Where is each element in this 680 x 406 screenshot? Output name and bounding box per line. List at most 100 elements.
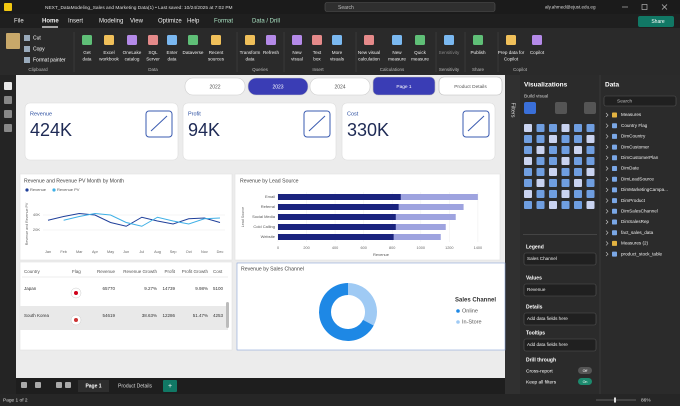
ribbon-icon[interactable] (312, 35, 322, 45)
table-name[interactable]: DimProduct (621, 198, 646, 203)
ribbon-button[interactable]: New (292, 50, 302, 55)
visual-type-icon[interactable] (524, 124, 532, 132)
nav-button[interactable] (438, 76, 503, 96)
year-slicer[interactable] (184, 77, 246, 96)
ribbon-button[interactable]: Text (313, 50, 322, 55)
visual-type-icon[interactable] (536, 190, 545, 198)
table-name[interactable]: DimSalesRep (621, 219, 650, 224)
view-icon[interactable] (4, 82, 12, 90)
year-slicer[interactable] (247, 77, 309, 96)
visual-type-icon[interactable] (536, 124, 545, 132)
ribbon-button[interactable]: Prep data for (498, 50, 525, 55)
visual-type-icon[interactable] (536, 168, 545, 176)
nav-button[interactable] (372, 76, 436, 96)
well-field[interactable] (523, 312, 597, 326)
visual-type-icon[interactable] (536, 201, 545, 209)
visual-type-icon[interactable] (561, 201, 570, 209)
ribbon-button[interactable]: measure (388, 57, 406, 62)
ribbon-icon[interactable] (82, 35, 92, 45)
visual-type-icon[interactable] (586, 124, 595, 132)
ribbon-button[interactable]: visual (291, 57, 303, 62)
table-name[interactable]: DimCustomerPlan (621, 155, 659, 160)
ribbon-button[interactable]: sources (208, 57, 225, 62)
view-icon[interactable] (4, 110, 12, 118)
menu-tab[interactable]: Insert (68, 19, 83, 25)
ribbon-button[interactable]: SQL (148, 50, 158, 55)
menu-tab[interactable]: Format (214, 19, 233, 25)
ribbon-button[interactable]: Copilot (530, 50, 545, 55)
visual-type-icon[interactable] (536, 135, 545, 143)
slicer-label[interactable]: 2024 (334, 84, 345, 90)
add-page-button[interactable] (163, 380, 177, 392)
ribbon-button[interactable]: data (246, 57, 255, 62)
visual-type-icon[interactable] (586, 190, 595, 198)
ribbon-button[interactable]: Copilot (504, 57, 519, 62)
ribbon-button[interactable]: Copy (33, 46, 45, 52)
ribbon-button[interactable]: Refresh (263, 50, 280, 55)
table-name[interactable]: Measures (621, 112, 642, 117)
table-name[interactable]: DimLeadSource (621, 176, 654, 181)
share-label[interactable]: Share (651, 19, 665, 25)
ribbon-icon[interactable] (506, 35, 516, 45)
visual-type-icon[interactable] (586, 157, 595, 165)
search-box[interactable] (603, 95, 677, 107)
menu-tab[interactable]: Optimize (158, 19, 182, 25)
add-page-label[interactable]: + (168, 383, 172, 390)
nav-label[interactable]: Product Details (454, 84, 487, 90)
ribbon-button[interactable]: New (392, 50, 402, 55)
ribbon-button[interactable]: OneLake (123, 50, 142, 55)
search-box[interactable] (324, 2, 496, 12)
visual-type-icon[interactable] (574, 157, 582, 165)
visual-type-icon[interactable] (586, 135, 595, 143)
visual-type-icon[interactable] (574, 201, 582, 209)
ribbon-icon[interactable] (245, 35, 255, 45)
table-name[interactable]: Country Flag (621, 123, 648, 128)
ribbon-icon[interactable] (127, 35, 137, 45)
visual-type-icon[interactable] (524, 146, 532, 154)
visual-type-icon[interactable] (586, 201, 595, 209)
build-mode-icon[interactable] (524, 102, 536, 114)
visual-type-icon[interactable] (524, 157, 532, 165)
visual-type-icon[interactable] (561, 168, 570, 176)
ribbon-button[interactable]: box (313, 57, 321, 62)
visual-type-icon[interactable] (561, 157, 570, 165)
filters-pane-toggle[interactable]: Filters (510, 103, 516, 118)
visual-type-icon[interactable] (549, 157, 557, 165)
visual-type-icon[interactable] (524, 168, 532, 176)
build-mode-icon[interactable] (555, 102, 567, 114)
visual-type-icon[interactable] (549, 168, 557, 176)
visual-type-icon[interactable] (561, 124, 570, 132)
ribbon-button[interactable]: Publish (470, 50, 486, 55)
well-field[interactable] (523, 283, 597, 297)
table-name[interactable]: DimSalesChannel (621, 209, 658, 214)
ribbon-icon[interactable] (415, 35, 425, 45)
visual-type-icon[interactable] (549, 190, 557, 198)
ribbon-button[interactable]: New visual (358, 50, 380, 55)
ribbon-button[interactable]: Cut (33, 35, 41, 41)
ribbon-button[interactable]: Excel (103, 50, 114, 55)
visual-type-icon[interactable] (524, 190, 532, 198)
ribbon-icon[interactable] (292, 35, 302, 45)
visual-type-icon[interactable] (549, 135, 557, 143)
visual-type-icon[interactable] (586, 146, 595, 154)
visual-type-icon[interactable] (561, 179, 570, 187)
visual-type-icon[interactable] (549, 146, 557, 154)
ribbon-icon[interactable] (148, 35, 158, 45)
ribbon-button[interactable]: Sensitivity (439, 50, 460, 55)
menu-tab[interactable]: Data / Drill (252, 19, 280, 25)
visual-type-icon[interactable] (549, 179, 557, 187)
ribbon-icon[interactable] (364, 35, 374, 45)
ribbon-button[interactable]: Server (146, 57, 160, 62)
table-name[interactable]: DimMarketingCampa... (621, 187, 668, 192)
ribbon-icon[interactable] (473, 35, 483, 45)
visual-type-icon[interactable] (549, 124, 557, 132)
ribbon-icon[interactable] (532, 35, 542, 45)
toggle[interactable] (578, 378, 592, 385)
ribbon-button[interactable]: Recent (209, 50, 224, 55)
table-name[interactable]: Measures (2) (621, 241, 649, 246)
ribbon-icon[interactable] (211, 35, 221, 45)
page-tab[interactable]: Product Details (118, 383, 152, 389)
table-name[interactable]: product_stock_table (621, 251, 663, 256)
build-mode-icon[interactable] (584, 102, 596, 114)
ribbon-button[interactable]: Enter (167, 50, 178, 55)
